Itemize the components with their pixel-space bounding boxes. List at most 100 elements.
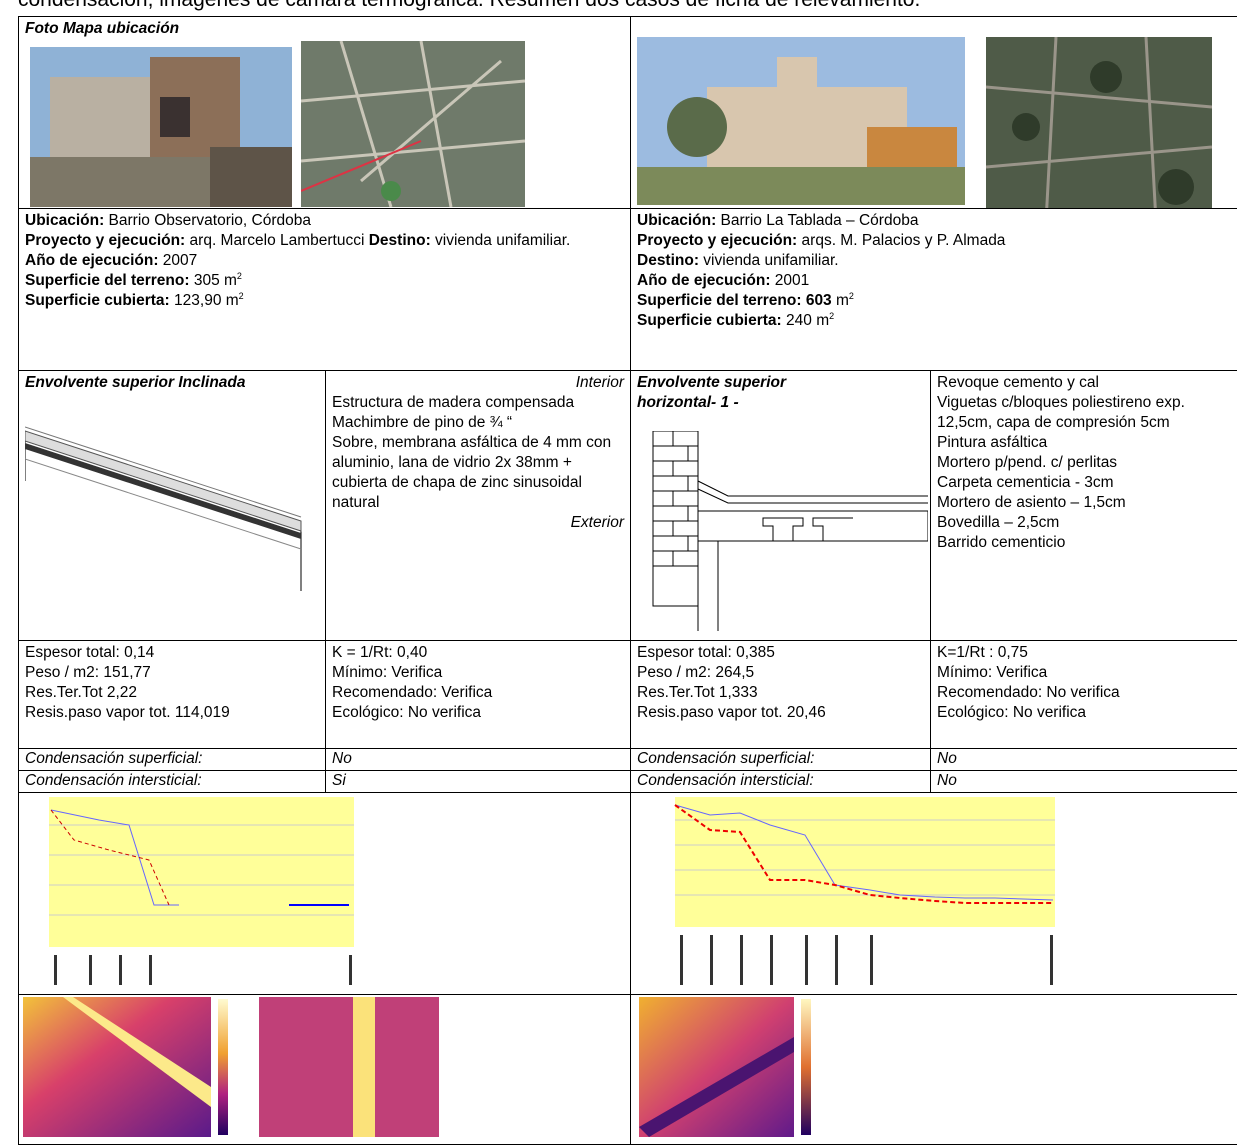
- layer-text: Barrido cementicio: [937, 533, 1231, 553]
- info-line: Superficie del terreno: 603 m2: [637, 291, 1231, 311]
- info-line: Ubicación: Barrio Observatorio, Córdoba: [25, 211, 624, 231]
- property: K=1/Rt : 0,75: [937, 643, 1231, 663]
- condensation-cell: Condensación superficial:: [19, 749, 326, 771]
- info-line: Destino: vivienda unifamiliar.: [637, 251, 1231, 271]
- condensation-label: Condensación intersticial:: [637, 772, 814, 789]
- info-text: 123,90 m: [170, 292, 239, 309]
- info-text: vivienda unifamiliar.: [431, 232, 571, 249]
- layer-text: Mortero de asiento – 1,5cm: [937, 493, 1231, 513]
- photo-cell: Foto Mapa ubicación: [19, 17, 631, 209]
- info-text: Superficie del terreno: 603: [637, 292, 832, 309]
- house-photo: [637, 37, 965, 205]
- info-text: m: [832, 292, 849, 309]
- thermography-cell: [19, 995, 631, 1145]
- layer-text: Sobre, membrana asfáltica de 4 mm con al…: [332, 433, 624, 513]
- photo-cell: [631, 17, 1237, 209]
- info-text: Superficie del terreno:: [25, 272, 190, 289]
- property: Ecológico: No verifica: [332, 703, 624, 723]
- info-text: 2: [239, 291, 244, 301]
- envelope-cell: Envolvente superior horizontal- 1 -: [631, 371, 931, 641]
- layer-text: Estructura de madera compensada Machimbr…: [332, 393, 624, 433]
- property: Espesor total: 0,14: [25, 643, 319, 663]
- info-line: Ubicación: Barrio La Tablada – Córdoba: [637, 211, 1231, 231]
- side-label: Exterior: [332, 513, 624, 533]
- condensation-cell: No: [326, 749, 631, 771]
- thermography-cell: [631, 995, 1237, 1145]
- envelope-title: Envolvente superior horizontal- 1 -: [637, 373, 837, 413]
- property: K = 1/Rt: 0,40: [332, 643, 624, 663]
- photo-header: Foto Mapa ubicación: [25, 19, 624, 39]
- info-text: Proyecto y ejecución:: [637, 232, 797, 249]
- slab-section: [643, 431, 928, 631]
- info-text: Proyecto y ejecución:: [25, 232, 185, 249]
- property: Mínimo: Verifica: [937, 663, 1231, 683]
- info-text: Barrio Observatorio, Córdoba: [104, 212, 311, 229]
- condensation-cell: Si: [326, 771, 631, 793]
- condensation-value: Si: [332, 772, 346, 789]
- info-text: Año de ejecución:: [637, 272, 771, 289]
- condensation-cell: No: [931, 771, 1237, 793]
- property: Res.Ter.Tot 1,333: [637, 683, 924, 703]
- condensation-cell: Condensación intersticial:: [631, 771, 931, 793]
- info-text: arqs. M. Palacios y P. Almada: [797, 232, 1005, 249]
- condensation-value: No: [937, 772, 957, 789]
- info-text: Destino:: [369, 232, 431, 249]
- info-text: arq. Marcelo Lambertucci: [185, 232, 369, 249]
- chart-cell: [631, 793, 1237, 995]
- info-text: Superficie cubierta:: [25, 292, 170, 309]
- layer-text: Revoque cemento y cal: [937, 373, 1231, 393]
- envelope-title: Envolvente superior Inclinada: [25, 373, 319, 393]
- info-line: Año de ejecución: 2001: [637, 271, 1231, 291]
- condensation-cell: Condensación superficial:: [631, 749, 931, 771]
- caption: condensación, imágenes de cámara termogr…: [18, 0, 920, 12]
- thermography-image: [639, 997, 839, 1137]
- info-text: Año de ejecución:: [25, 252, 159, 269]
- info-line: Proyecto y ejecución: arq. Marcelo Lambe…: [25, 231, 624, 251]
- info-line: Superficie cubierta: 240 m2: [637, 311, 1231, 331]
- info-line: Proyecto y ejecución: arqs. M. Palacios …: [637, 231, 1231, 251]
- info-text: 240 m: [782, 312, 829, 329]
- envelope-cell: Envolvente superior Inclinada: [19, 371, 326, 641]
- property: Resis.paso vapor tot. 20,46: [637, 703, 924, 723]
- info-line: Superficie cubierta: 123,90 m2: [25, 291, 624, 311]
- info-text: 2: [829, 311, 834, 321]
- temperature-chart-image: [19, 795, 359, 991]
- layer-text: Viguetas c/bloques poliestireno exp. 12,…: [937, 393, 1231, 433]
- condensation-label: Condensación superficial:: [637, 750, 815, 767]
- info-text: 2007: [159, 252, 198, 269]
- condensation-cell: No: [931, 749, 1237, 771]
- layer-text: Mortero p/pend. c/ perlitas: [937, 453, 1231, 473]
- property: Peso / m2: 151,77: [25, 663, 319, 683]
- property: Espesor total: 0,385: [637, 643, 924, 663]
- info-text: 305 m: [190, 272, 237, 289]
- info-line: Año de ejecución: 2007: [25, 251, 624, 271]
- property: Mínimo: Verifica: [332, 663, 624, 683]
- info-text: 2: [237, 271, 242, 281]
- map-image: [301, 41, 525, 207]
- property: Recomendado: Verifica: [332, 683, 624, 703]
- chart-cell: [19, 793, 631, 995]
- survey-table: Foto Mapa ubicación Ubicación: Barrio Ob…: [18, 16, 1237, 1145]
- house-photo: [30, 47, 292, 207]
- layer-text: Pintura asfáltica: [937, 433, 1231, 453]
- property: Peso / m2: 264,5: [637, 663, 924, 683]
- side-label: Interior: [332, 373, 624, 393]
- condensation-label: Condensación intersticial:: [25, 772, 202, 789]
- layer-text: Carpeta cementicia - 3cm: [937, 473, 1231, 493]
- condensation-cell: Condensación intersticial:: [19, 771, 326, 793]
- property: Res.Ter.Tot 2,22: [25, 683, 319, 703]
- info-text: Ubicación:: [25, 212, 104, 229]
- condensation-value: No: [332, 750, 352, 767]
- satellite-image: [986, 37, 1212, 209]
- info-text: 2001: [771, 272, 810, 289]
- property: Recomendado: No verifica: [937, 683, 1231, 703]
- property: Resis.paso vapor tot. 114,019: [25, 703, 319, 723]
